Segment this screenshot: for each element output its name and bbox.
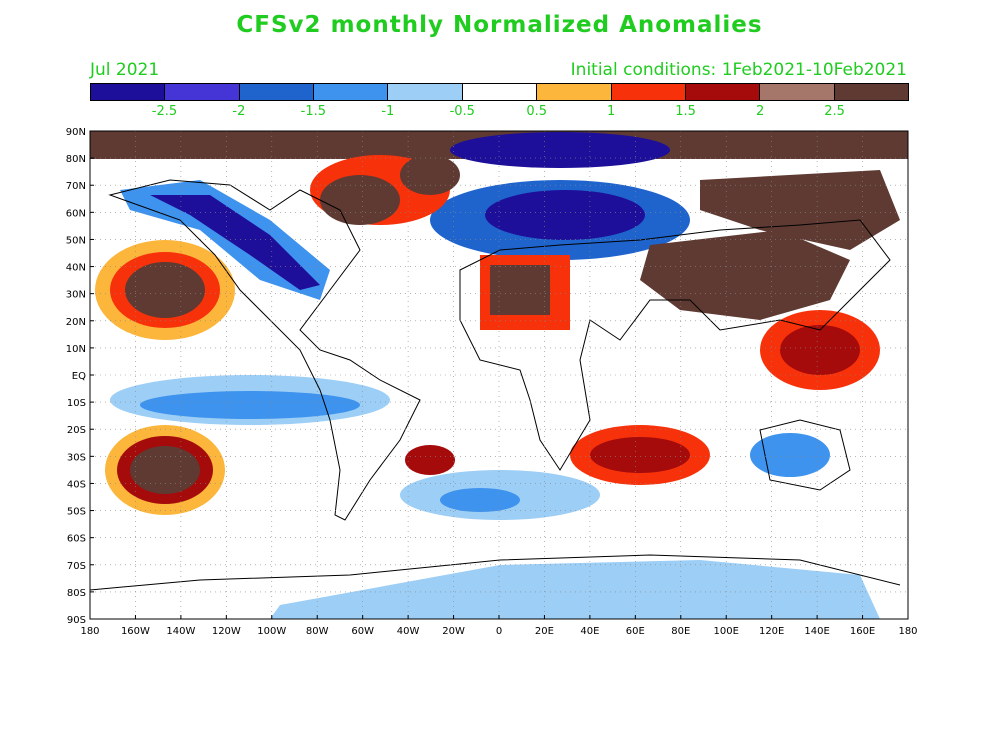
- color-swatch: [462, 84, 538, 100]
- lon-tick-label: 100E: [714, 626, 739, 637]
- lat-tick-label: 80S: [67, 588, 86, 599]
- lat-tick-label: 30N: [66, 290, 86, 301]
- color-swatch: [685, 84, 761, 100]
- lon-tick-label: 0: [496, 626, 502, 637]
- longitude-axis: 180 160W 140W 120W 100W 80W 60W 40W 20W 0 20E 40E 60…: [80, 615, 918, 637]
- color-scale-label: -0.5: [449, 104, 475, 119]
- color-scale-label: 1.5: [675, 104, 696, 119]
- map-title: CFSv2 monthly Normalized Anomalies: [236, 12, 763, 38]
- color-swatch: [91, 84, 166, 100]
- lat-tick-label: 70N: [66, 181, 86, 192]
- lat-tick-label: 60S: [67, 534, 86, 545]
- color-swatch: [834, 84, 908, 100]
- color-scale-label: 0.5: [526, 104, 548, 119]
- lon-tick-label: 180: [80, 626, 99, 637]
- initial-conditions-label: Initial conditions: 1Feb2021-10Feb2021: [570, 60, 907, 80]
- lat-tick-label: 50N: [66, 235, 86, 246]
- color-scale-label: -2: [232, 104, 246, 119]
- lat-tick-label: 10N: [66, 344, 86, 355]
- lon-tick-label: 40E: [580, 626, 599, 637]
- lon-tick-label: 80E: [671, 626, 690, 637]
- lon-tick-label: 120E: [759, 626, 784, 637]
- lon-tick-label: 160E: [850, 626, 875, 637]
- lat-tick-label: 30S: [67, 452, 86, 463]
- lat-tick-label: 90N: [66, 127, 86, 138]
- color-swatch: [165, 84, 240, 100]
- color-scale-label: -2.5: [151, 104, 178, 119]
- lat-tick-label: 10S: [67, 398, 86, 409]
- color-scale-label: 1: [607, 104, 616, 119]
- lat-tick-label: 70S: [67, 561, 86, 572]
- color-scale-label: 2: [755, 104, 765, 119]
- lon-tick-label: 80W: [306, 626, 329, 637]
- lon-tick-label: 120W: [212, 626, 241, 637]
- lon-tick-label: 40W: [397, 626, 420, 637]
- lon-tick-label: 60W: [351, 626, 374, 637]
- lat-tick-label: EQ: [72, 371, 86, 382]
- lon-tick-label: 100W: [257, 626, 286, 637]
- lon-tick-label: 160W: [121, 626, 150, 637]
- color-scale-label: -1: [381, 104, 395, 119]
- lon-tick-label: 180: [898, 626, 917, 637]
- anomaly-field: [90, 131, 908, 619]
- color-swatch: [314, 84, 389, 100]
- lat-tick-label: 20S: [67, 425, 86, 436]
- color-scale-bar: [90, 83, 909, 101]
- lat-tick-label: 60N: [66, 208, 86, 219]
- lon-tick-label: 20E: [535, 626, 554, 637]
- valid-month-label: Jul 2021: [90, 60, 160, 80]
- latitude-axis: 90N 80N 70N 60N 50N 40N 30N 20N 10N EQ 10S 20S 30S 40…: [66, 127, 94, 626]
- lat-tick-label: 50S: [67, 507, 86, 518]
- lat-tick-label: 80N: [66, 154, 86, 165]
- lon-tick-label: 140E: [804, 626, 829, 637]
- color-swatch: [537, 84, 612, 100]
- color-scale-labels: -2.5 -2 -1.5 -1 -0.5 0.5 1 1.5 2 2.5: [90, 104, 909, 120]
- color-scale-label: 2.5: [824, 104, 845, 119]
- color-swatch: [611, 84, 686, 100]
- lon-tick-label: 140W: [166, 626, 195, 637]
- color-scale-label: -1.5: [300, 104, 327, 119]
- lat-tick-label: 40N: [66, 263, 86, 274]
- color-swatch: [239, 84, 315, 100]
- color-swatch: [760, 84, 835, 100]
- coastlines: [90, 179, 901, 591]
- color-swatch: [388, 84, 463, 100]
- lat-tick-label: 40S: [67, 479, 86, 490]
- lat-tick-label: 20N: [66, 317, 86, 328]
- lat-tick-label: 90S: [67, 615, 86, 626]
- lon-tick-label: 60E: [626, 626, 645, 637]
- lon-tick-label: 20W: [442, 626, 465, 637]
